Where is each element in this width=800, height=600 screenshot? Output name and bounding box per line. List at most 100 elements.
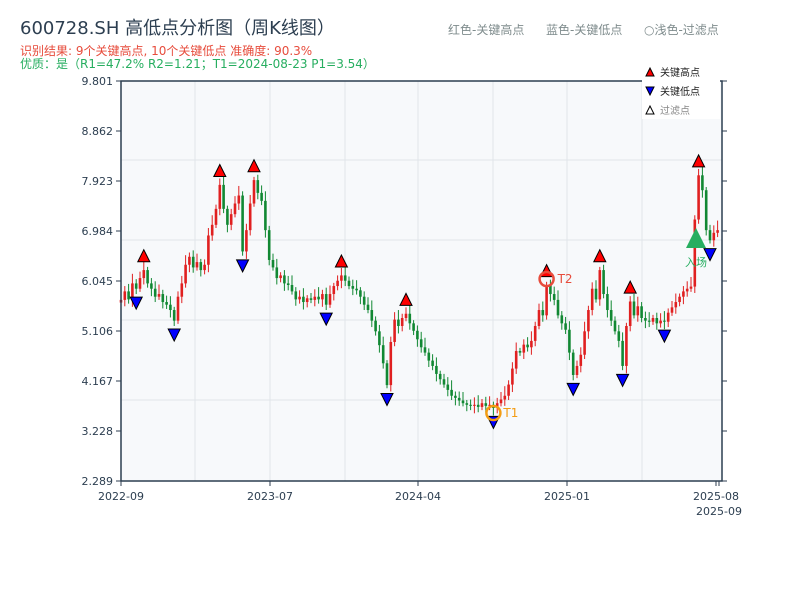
- key-low-marker: [319, 312, 334, 327]
- candle-down: [264, 200, 267, 231]
- candle-down: [283, 275, 286, 284]
- x-tick-label: 2023-07: [247, 490, 293, 503]
- candle-up: [499, 399, 503, 404]
- candle-down: [438, 373, 442, 380]
- candle-down: [655, 318, 659, 324]
- candle-up: [507, 384, 510, 396]
- candle-down: [286, 283, 290, 285]
- candle-up: [537, 310, 541, 326]
- key-high-marker: [334, 253, 349, 268]
- candle-up: [279, 275, 282, 279]
- candle-up: [203, 264, 206, 271]
- candle-up: [587, 310, 590, 332]
- candle-down: [617, 331, 621, 341]
- candle-up: [248, 203, 252, 231]
- candle-up: [522, 344, 526, 353]
- key-high-marker: [247, 158, 261, 173]
- candle-up: [184, 264, 187, 284]
- legend-label: 过滤点: [660, 104, 690, 117]
- candle-up: [237, 195, 241, 204]
- candle-down: [165, 302, 168, 305]
- candle-down: [275, 267, 279, 279]
- key-low-marker: [657, 329, 672, 344]
- candle-up: [138, 278, 142, 289]
- candle-up: [298, 296, 301, 300]
- y-tick-label: 6.045: [82, 275, 114, 288]
- candle-down: [469, 404, 472, 406]
- key-high-marker: [592, 248, 607, 263]
- candle-down: [552, 294, 556, 300]
- candle-down: [416, 330, 419, 340]
- candle-down: [260, 192, 263, 201]
- candle-up: [579, 354, 583, 366]
- candle-up: [389, 341, 393, 386]
- key-low-marker: [566, 382, 581, 397]
- candle-down: [560, 315, 564, 324]
- candle-up: [176, 296, 180, 321]
- candle-down: [427, 352, 431, 361]
- candle-down: [397, 319, 400, 326]
- entry-marker: [686, 228, 706, 248]
- key-low-marker: [235, 259, 250, 273]
- candle-up: [131, 283, 134, 300]
- candle-up: [511, 368, 514, 385]
- candle-down: [450, 389, 453, 396]
- candle-down: [191, 256, 195, 268]
- candle-up: [697, 175, 700, 220]
- candle-up: [393, 319, 396, 342]
- candle-down: [571, 352, 575, 375]
- candle-up: [180, 283, 184, 297]
- candle-down: [294, 291, 298, 300]
- candle-up: [628, 301, 632, 326]
- candle-up: [598, 270, 602, 300]
- candle-down: [317, 296, 320, 300]
- candle-up: [545, 284, 548, 316]
- key-low-marker: [380, 392, 394, 407]
- legend-marker: [645, 66, 655, 77]
- candle-up: [188, 256, 191, 265]
- legend-label: 关键高点: [660, 66, 700, 79]
- candle-up: [404, 313, 408, 319]
- t1-circle: [485, 404, 502, 422]
- candle-down: [378, 331, 381, 346]
- candle-down: [442, 379, 446, 385]
- candle-down: [446, 384, 450, 390]
- x-tick-label: 2025-09: [696, 505, 742, 518]
- key-high-marker: [136, 248, 151, 263]
- candle-down: [324, 294, 328, 305]
- chart-title: 600728.SH 高低点分析图（周K线图）: [20, 18, 335, 39]
- candle-down: [518, 351, 522, 353]
- key-high-marker: [212, 163, 227, 177]
- candle-down: [704, 190, 708, 231]
- candle-up: [666, 312, 670, 322]
- candle-up: [575, 365, 579, 375]
- candle-down: [374, 320, 377, 332]
- candle-up: [659, 320, 662, 324]
- legend-label: 关键低点: [660, 85, 700, 98]
- candle-up: [473, 404, 476, 406]
- legend-red-note: 红色-关键高点: [448, 23, 525, 37]
- candle-down: [169, 304, 172, 311]
- y-tick-label: 8.862: [82, 125, 114, 138]
- t2-circle: [538, 270, 555, 288]
- legend-box: [642, 63, 720, 119]
- candle-down: [412, 323, 415, 331]
- y-tick-label: 3.228: [82, 425, 114, 438]
- key-high-marker: [623, 279, 638, 294]
- candle-down: [385, 363, 389, 386]
- plot-background: [121, 81, 722, 481]
- key-low-marker: [129, 296, 144, 311]
- candle-down: [568, 329, 571, 353]
- candle-down: [632, 301, 636, 316]
- candle-down: [435, 365, 438, 374]
- candle-down: [408, 313, 412, 324]
- candle-down: [267, 230, 271, 260]
- candle-down: [309, 298, 313, 300]
- candle-down: [290, 284, 294, 292]
- candle-down: [370, 310, 374, 321]
- candle-up: [488, 404, 491, 406]
- candle-up: [123, 291, 127, 300]
- candle-up: [533, 325, 537, 341]
- candle-down: [226, 208, 229, 225]
